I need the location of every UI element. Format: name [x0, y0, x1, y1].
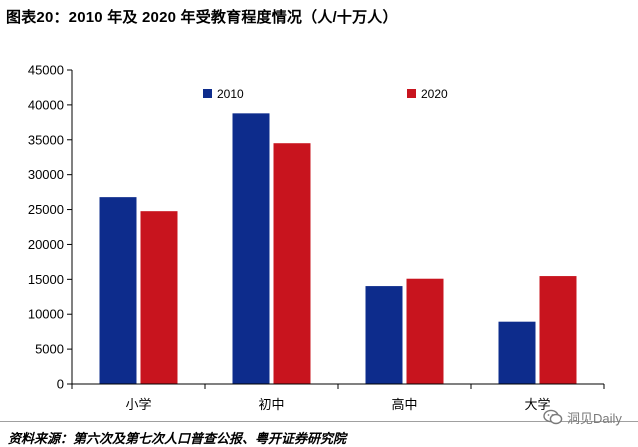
legend-label-2020: 2020 [421, 87, 448, 101]
y-tick-label: 40000 [28, 97, 64, 112]
bars-layer [99, 113, 577, 385]
axes-layer: 0 5000 10000 15000 20000 25000 30000 35000 40000… [28, 63, 605, 412]
bar-2010-高中 [365, 286, 403, 384]
wechat-icon [543, 409, 563, 425]
bar-2010-初中 [232, 113, 270, 385]
y-tick-label: 5000 [35, 342, 64, 357]
y-tick-label: 0 [57, 377, 64, 392]
x-category-label: 初中 [258, 397, 284, 412]
figure-title: 图表20：2010 年及 2020 年受教育程度情况（人/十万人） [6, 9, 398, 26]
legend: 2010 2020 [203, 87, 448, 101]
y-tick-label: 10000 [28, 307, 64, 322]
y-tick-label: 35000 [28, 132, 64, 147]
x-category-label: 大学 [524, 397, 550, 412]
x-category-label: 小学 [125, 397, 151, 412]
watermark-text: 洞见Daily [567, 410, 622, 426]
legend-label-2010: 2010 [217, 87, 244, 101]
watermark: 洞见Daily [543, 408, 622, 426]
bar-2020-高中 [406, 278, 444, 384]
bar-2020-小学 [140, 211, 178, 384]
y-tick-label: 45000 [28, 63, 64, 78]
y-tick-label: 30000 [28, 167, 64, 182]
y-tick-label: 20000 [28, 237, 64, 252]
source-note: 资料来源：第六次及第七次人口普查公报、粤开证券研究院 [8, 431, 347, 446]
bar-2020-大学 [539, 276, 577, 384]
y-tick-label: 25000 [28, 202, 64, 217]
bar-2010-小学 [99, 197, 137, 384]
legend-swatch-2010 [203, 89, 212, 98]
legend-swatch-2020 [407, 89, 416, 98]
bottom-divider [0, 421, 638, 422]
x-category-label: 高中 [391, 397, 417, 412]
bar-2010-大学 [498, 321, 536, 384]
bar-2020-初中 [273, 143, 311, 384]
y-tick-label: 15000 [28, 272, 64, 287]
